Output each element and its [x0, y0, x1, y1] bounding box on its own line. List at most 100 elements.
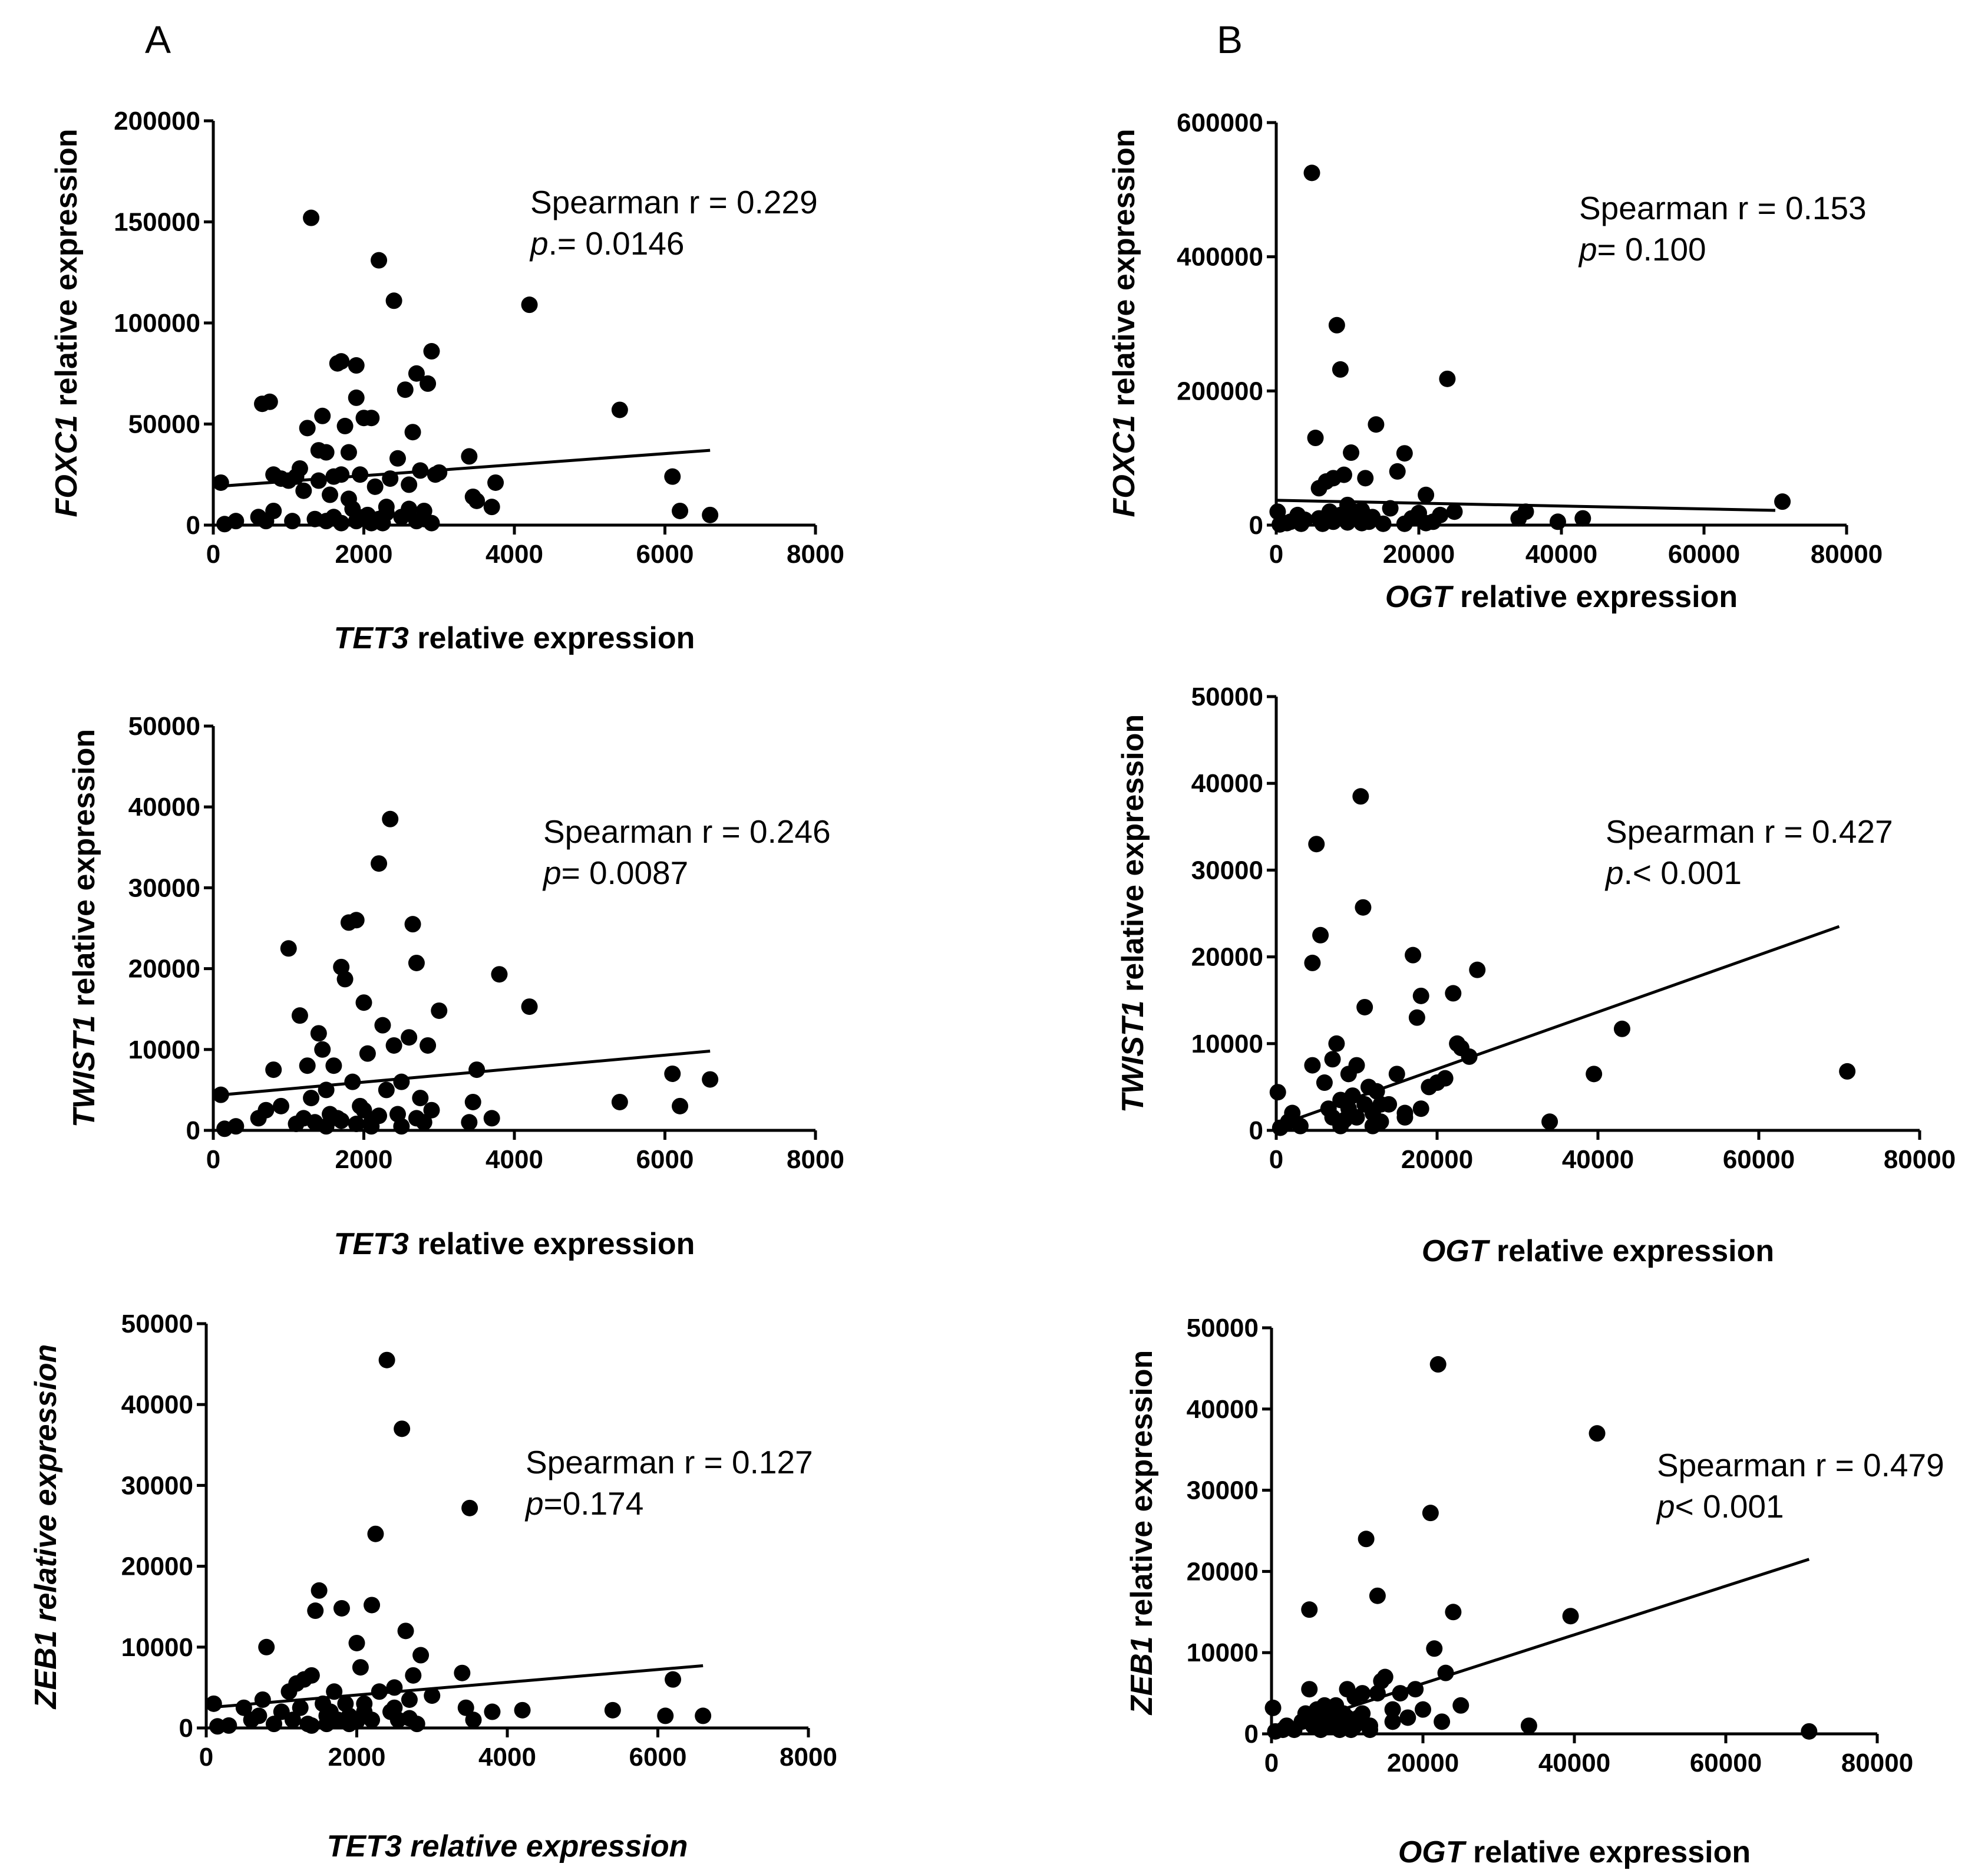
data-point: [420, 375, 437, 392]
data-point: [314, 407, 331, 424]
data-point: [1364, 509, 1381, 526]
x-tick-label: 80000: [1884, 1145, 1956, 1174]
data-point: [325, 1057, 342, 1074]
data-point: [487, 474, 504, 491]
data-point: [424, 1687, 441, 1704]
y-axis-title: ZEB1 relative expression: [1125, 1350, 1159, 1716]
data-point: [408, 365, 425, 382]
y-tick-label: 0: [1249, 1116, 1263, 1145]
x-tick-label: 6000: [629, 1743, 687, 1772]
data-point: [257, 1101, 275, 1119]
y-tick-label: 0: [1244, 1720, 1259, 1749]
x-tick-label: 40000: [1562, 1145, 1634, 1174]
data-point: [1348, 1109, 1365, 1126]
x-axis-title: OGT relative expression: [1385, 580, 1738, 614]
y-tick-label: 10000: [1191, 1030, 1263, 1058]
data-point: [1348, 1057, 1365, 1074]
data-point: [1382, 500, 1399, 517]
scatter-panel: 0 20000 40000 60000 80000 0 10000 20000 30000 400…: [1125, 1314, 1944, 1869]
data-point: [348, 912, 365, 929]
data-point: [382, 470, 399, 487]
data-point: [1408, 1009, 1425, 1026]
data-point: [348, 389, 365, 406]
data-point: [514, 1701, 531, 1719]
data-point: [1316, 1074, 1333, 1091]
data-point: [1368, 416, 1385, 433]
x-tick-label: 6000: [636, 1145, 694, 1174]
panel-label-b: B: [1217, 18, 1243, 61]
data-point: [420, 1037, 437, 1054]
data-point: [1415, 1701, 1431, 1718]
data-point: [1461, 1048, 1478, 1065]
data-point: [1323, 1701, 1340, 1718]
regression-line: [206, 1664, 704, 1710]
x-tick-label: 8000: [787, 1145, 844, 1174]
data-point: [212, 1086, 229, 1103]
data-point: [664, 1065, 681, 1082]
x-tick-label: 8000: [787, 540, 844, 569]
data-point: [1445, 1604, 1462, 1621]
y-tick-label: 200000: [1177, 377, 1263, 405]
data-point: [1432, 506, 1449, 523]
x-tick-label: 60000: [1668, 540, 1740, 569]
data-point: [611, 401, 628, 418]
data-point: [303, 1667, 320, 1684]
y-axis-title: FOXC1 relative expression: [49, 129, 84, 517]
x-axis-title: OGT relative expression: [1398, 1835, 1751, 1869]
y-tick-label: 20000: [121, 1552, 193, 1581]
data-point: [431, 1002, 448, 1019]
data-point: [1436, 1070, 1454, 1087]
x-tick-label: 80000: [1841, 1749, 1913, 1777]
y-tick-label: 20000: [128, 955, 200, 984]
data-point: [408, 954, 425, 971]
x-tick-label: 0: [206, 540, 220, 569]
y-tick-label: 10000: [1187, 1638, 1259, 1667]
data-point: [1372, 1096, 1389, 1113]
x-tick-label: 40000: [1538, 1749, 1610, 1777]
data-point: [702, 506, 719, 523]
data-point: [1292, 1117, 1309, 1134]
data-point: [484, 1703, 501, 1720]
data-point: [465, 1711, 482, 1729]
data-point: [1562, 1608, 1579, 1625]
x-tick-label: 0: [1269, 540, 1283, 569]
data-point: [348, 1634, 365, 1651]
data-point: [1418, 515, 1435, 532]
y-tick-label: 20000: [1191, 943, 1263, 972]
data-point: [355, 1101, 372, 1119]
x-tick-label: 0: [1269, 1145, 1283, 1174]
x-tick-label: 6000: [636, 540, 694, 569]
data-point: [311, 1582, 328, 1599]
data-point: [461, 1499, 478, 1516]
scatter-panel: 0 2000 4000 6000 8000 0 10000 20000 30000 40000 50…: [67, 712, 844, 1261]
data-point: [1269, 1084, 1286, 1101]
x-tick-label: 60000: [1723, 1145, 1795, 1174]
data-point: [220, 1717, 237, 1734]
y-tick-label: 20000: [1187, 1557, 1259, 1586]
data-point: [371, 1683, 388, 1700]
data-point: [431, 464, 448, 481]
data-point: [1396, 1109, 1414, 1126]
data-point: [1422, 1505, 1439, 1522]
data-point: [333, 1599, 350, 1617]
y-tick-label: 0: [186, 1116, 200, 1145]
data-point: [404, 916, 421, 933]
data-point: [235, 1699, 252, 1716]
y-tick-label: 30000: [1191, 856, 1263, 885]
data-point: [371, 855, 388, 872]
data-point: [291, 1007, 308, 1024]
x-tick-label: 2000: [335, 540, 393, 569]
data-point: [393, 1073, 410, 1090]
x-tick-label: 20000: [1401, 1145, 1473, 1174]
data-point: [394, 1420, 411, 1437]
data-point: [299, 1057, 316, 1074]
data-point: [1357, 470, 1374, 487]
data-point: [611, 1093, 628, 1110]
y-tick-label: 40000: [1191, 769, 1263, 798]
p-value-annotation: p=0.174: [524, 1485, 643, 1522]
data-point: [318, 444, 335, 461]
regression-line: [213, 1050, 711, 1097]
p-value-annotation: p< 0.001: [1656, 1488, 1784, 1525]
data-point: [366, 478, 384, 495]
x-tick-label: 60000: [1690, 1749, 1762, 1777]
